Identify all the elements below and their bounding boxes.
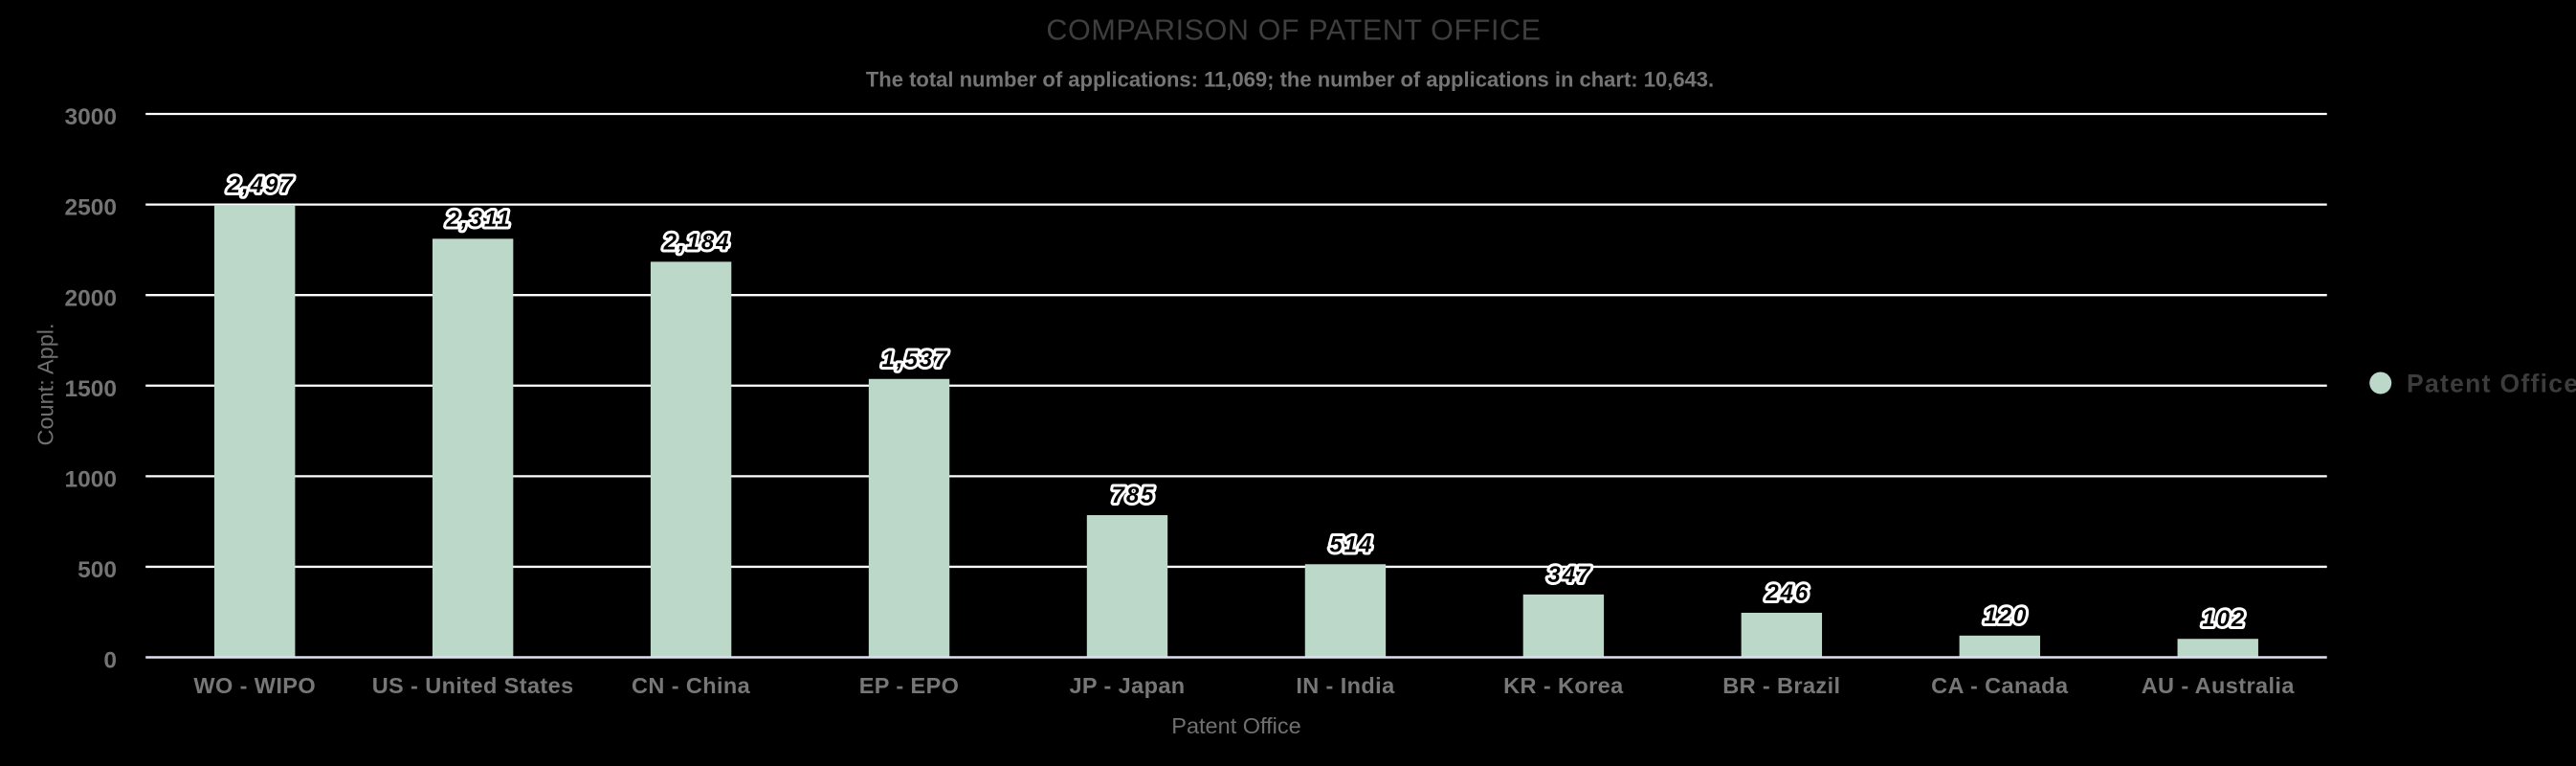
svg-text:2,184: 2,184 <box>663 229 731 255</box>
svg-text:2,311: 2,311 <box>446 206 512 232</box>
svg-text:0: 0 <box>103 648 117 674</box>
svg-text:CA - Canada: CA - Canada <box>1931 673 2069 698</box>
svg-text:3000: 3000 <box>64 104 117 130</box>
svg-text:102: 102 <box>2202 606 2246 632</box>
svg-text:500: 500 <box>78 557 117 583</box>
svg-text:Patent Office: Patent Office <box>1171 713 1300 738</box>
svg-text:JP - Japan: JP - Japan <box>1069 673 1185 698</box>
svg-text:BR - Brazil: BR - Brazil <box>1722 673 1840 698</box>
svg-text:2,497: 2,497 <box>227 172 295 198</box>
svg-text:Count: Appl.: Count: Appl. <box>33 323 58 445</box>
svg-text:2500: 2500 <box>64 195 117 221</box>
svg-text:347: 347 <box>1547 562 1591 588</box>
svg-text:EP - EPO: EP - EPO <box>859 673 960 698</box>
svg-text:KR - Korea: KR - Korea <box>1503 673 1624 698</box>
svg-text:246: 246 <box>1765 580 1810 606</box>
svg-text:WO - WIPO: WO - WIPO <box>193 673 316 698</box>
svg-text:1000: 1000 <box>64 466 117 492</box>
svg-text:CN - China: CN - China <box>632 673 751 698</box>
svg-text:The total number of applicatio: The total number of applications: 11,069… <box>866 68 1714 92</box>
svg-text:Patent Office: Patent Office <box>2407 370 2576 398</box>
svg-text:2000: 2000 <box>64 285 117 311</box>
svg-text:514: 514 <box>1329 531 1373 557</box>
svg-text:785: 785 <box>1111 483 1155 508</box>
svg-text:COMPARISON OF PATENT OFFICE: COMPARISON OF PATENT OFFICE <box>1046 14 1541 47</box>
svg-text:IN - India: IN - India <box>1296 673 1395 698</box>
svg-text:1500: 1500 <box>64 376 117 402</box>
svg-text:1,537: 1,537 <box>882 347 949 372</box>
svg-text:AU - Australia: AU - Australia <box>2142 673 2296 698</box>
svg-text:120: 120 <box>1984 603 2028 629</box>
svg-text:US - United States: US - United States <box>372 673 574 698</box>
